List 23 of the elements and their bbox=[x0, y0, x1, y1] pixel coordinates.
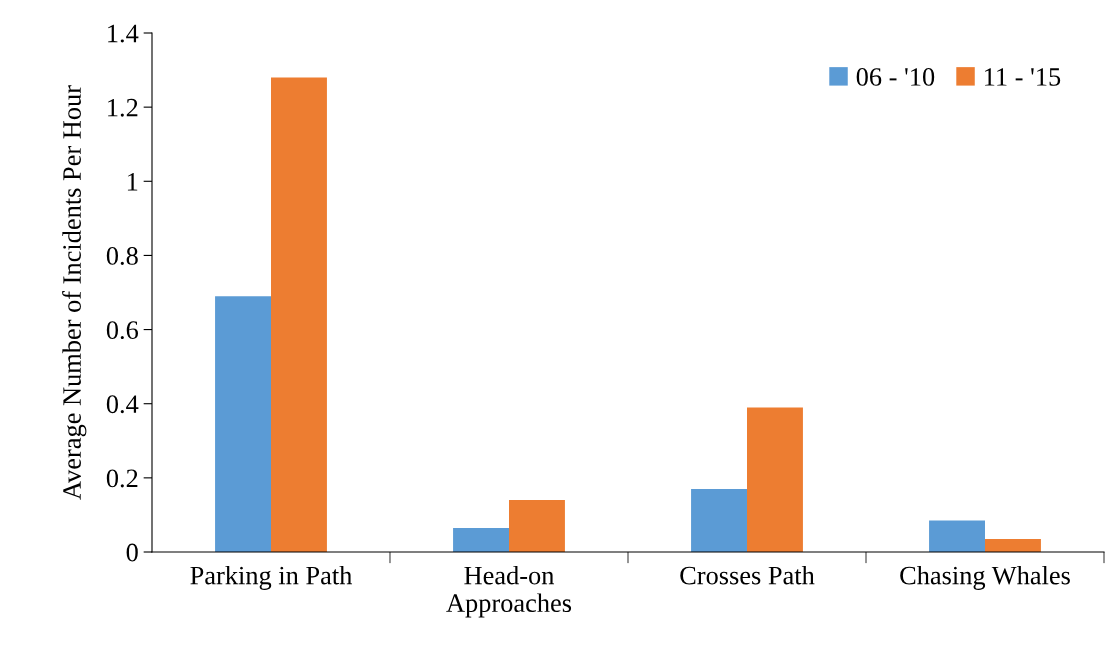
x-tick-label: Parking in Path bbox=[190, 565, 353, 590]
bar bbox=[747, 407, 803, 552]
bar bbox=[509, 500, 565, 552]
bar bbox=[271, 77, 327, 552]
legend-label: 06 - '10 bbox=[856, 68, 935, 86]
x-tick-label: Head-on Approaches bbox=[446, 565, 572, 618]
bar bbox=[929, 520, 985, 552]
y-tick-label: 1 bbox=[127, 173, 138, 191]
y-tick-label: 1.4 bbox=[108, 24, 139, 43]
bar bbox=[215, 296, 271, 552]
bar bbox=[453, 527, 509, 552]
y-axis-title: Average Number of Incidents Per Hour bbox=[62, 85, 87, 500]
y-tick-label: 1.2 bbox=[108, 98, 138, 117]
legend-label: 11 - '15 bbox=[985, 68, 1061, 86]
y-tick-label: 0.2 bbox=[106, 469, 138, 488]
bar bbox=[691, 488, 747, 552]
x-tick-label: Chasing Whales bbox=[900, 565, 1070, 590]
y-tick-label: 0 bbox=[126, 543, 138, 562]
y-tick-label: 0.4 bbox=[106, 395, 139, 414]
y-tick-label: 0.6 bbox=[106, 321, 139, 340]
x-tick-label: Crosses Path bbox=[680, 565, 815, 585]
y-tick-label: 0.8 bbox=[106, 247, 138, 265]
bar bbox=[985, 539, 1041, 552]
